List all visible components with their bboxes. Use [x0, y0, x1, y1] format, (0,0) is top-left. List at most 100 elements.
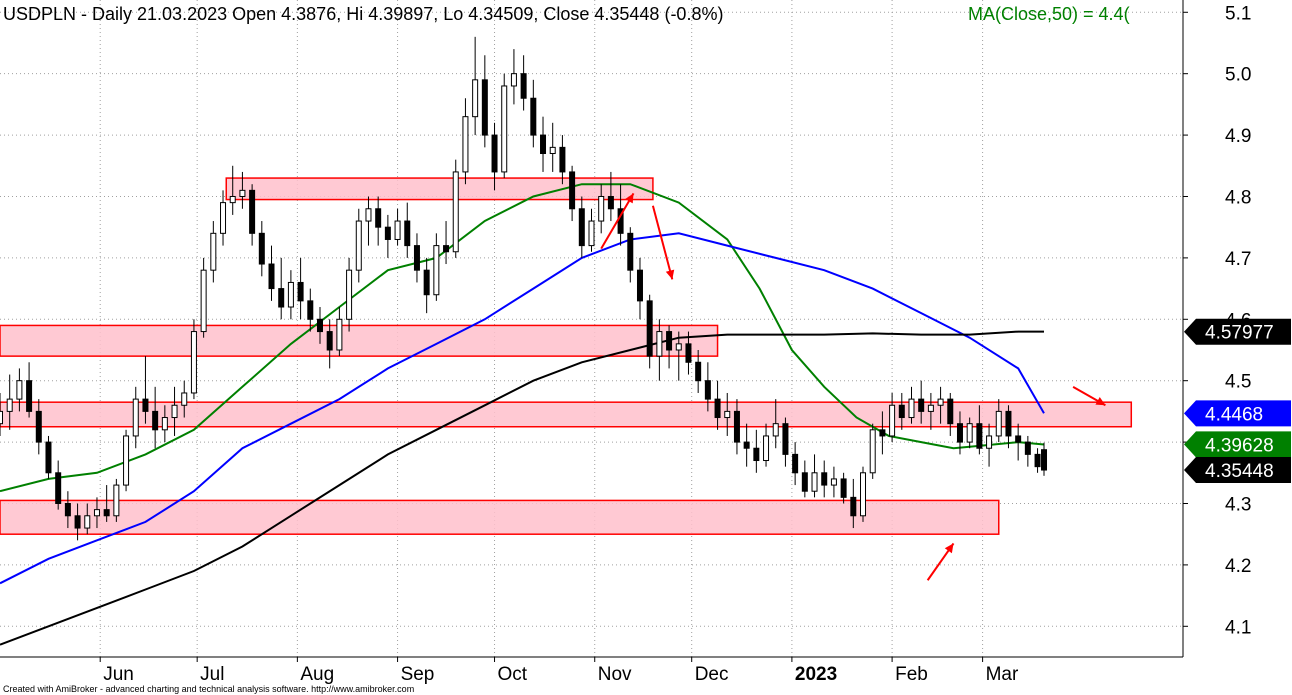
- candle-body: [801, 472, 808, 492]
- candle-body: [947, 398, 954, 425]
- candle-body: [578, 208, 585, 247]
- candle-body: [753, 447, 760, 462]
- arrow-shaft: [651, 205, 674, 280]
- arrow-head: [625, 193, 634, 204]
- sma200-value-label-bg: [1184, 318, 1291, 345]
- candle-body: [724, 410, 731, 419]
- candle-body: [1041, 449, 1048, 471]
- candle-body: [152, 410, 159, 431]
- x-tick-label: 2023: [795, 664, 837, 685]
- candle-body: [481, 79, 488, 136]
- price-labels: 4.57977 4.4468 4.39628 4.35448: [1184, 318, 1291, 484]
- x-tick-label: Aug: [300, 664, 334, 685]
- y-tick-label: 5.1: [1225, 3, 1251, 24]
- candle-body: [190, 331, 197, 394]
- candle-body: [685, 343, 692, 363]
- candle-body: [210, 232, 217, 271]
- candle-body: [850, 496, 857, 517]
- ma-legend: MA(Close,50) = 4.4(: [968, 4, 1130, 24]
- candle-body: [937, 398, 944, 406]
- candles-layer: [0, 36, 1048, 541]
- sma200-value-label: 4.57977: [1205, 323, 1274, 344]
- candle-body: [704, 380, 711, 400]
- candle-body: [811, 472, 818, 492]
- candle-body: [103, 509, 110, 517]
- candle-body: [1015, 435, 1022, 443]
- candle-body: [889, 404, 896, 437]
- candle-body: [821, 472, 828, 486]
- x-tick-label: Sep: [401, 664, 435, 685]
- candle-body: [714, 398, 721, 419]
- x-tick-label: Nov: [598, 664, 632, 685]
- candle-body: [200, 269, 207, 333]
- y-tick-label: 4.2: [1225, 556, 1251, 577]
- candle-body: [74, 515, 81, 529]
- arrow-head: [665, 269, 675, 280]
- last-close-label-bg: [1184, 457, 1291, 484]
- candle-body: [326, 331, 333, 351]
- sr-zone: [0, 401, 1133, 428]
- candle-body: [161, 417, 168, 431]
- arrow-head: [944, 543, 954, 554]
- candle-body: [462, 116, 469, 173]
- candle-body: [307, 300, 314, 320]
- candle-body: [394, 220, 401, 240]
- sr-zone: [0, 499, 1000, 535]
- candle-body: [220, 202, 227, 234]
- y-tick-label: 4.3: [1225, 494, 1251, 515]
- candle-body: [559, 146, 566, 173]
- candle-body: [966, 423, 973, 443]
- candle-body: [763, 435, 770, 462]
- candle-body: [792, 453, 799, 474]
- x-tick-label: Oct: [498, 664, 528, 685]
- y-tick-label: 4.9: [1225, 126, 1251, 147]
- candle-body: [491, 134, 498, 173]
- candle-body: [666, 331, 673, 351]
- candle-body: [249, 189, 256, 234]
- candle-body: [908, 398, 915, 419]
- candle-body: [433, 245, 440, 296]
- candle-body: [413, 245, 420, 271]
- candle-body: [636, 269, 643, 302]
- arrow-shaft: [600, 192, 635, 250]
- candle-body: [569, 171, 576, 210]
- candle-body: [375, 208, 382, 228]
- candle-body: [588, 220, 595, 247]
- candle-body: [171, 404, 178, 419]
- candle-body: [355, 220, 362, 271]
- candle-body: [132, 398, 139, 437]
- candle-body: [93, 509, 100, 517]
- ma-series-line: [0, 330, 1044, 646]
- candle-body: [384, 226, 391, 240]
- candle-body: [501, 85, 508, 173]
- candle-body: [772, 423, 779, 437]
- series-layer: [0, 183, 1045, 646]
- candle-body: [316, 318, 323, 333]
- candle-body: [35, 410, 42, 443]
- candle-body: [84, 515, 91, 529]
- candle-body: [607, 195, 614, 210]
- candle-body: [840, 478, 847, 498]
- candle-body: [549, 146, 556, 155]
- candle-body: [181, 392, 188, 406]
- candle-body: [627, 232, 634, 271]
- ma-series-line: [0, 232, 1045, 585]
- candle-body: [0, 410, 3, 425]
- sr-zone: [0, 324, 719, 357]
- candle-body: [530, 97, 537, 136]
- candle-body: [695, 361, 702, 382]
- candle-body: [443, 245, 450, 253]
- candle-body: [976, 423, 983, 449]
- x-tick-label: Jun: [103, 664, 134, 685]
- y-tick-label: 4.7: [1225, 249, 1251, 270]
- candle-body: [646, 300, 653, 357]
- y-tick-label: 4.1: [1225, 617, 1251, 638]
- credit-footer: Created with AmiBroker - advanced charti…: [3, 684, 414, 694]
- candle-body: [239, 189, 246, 197]
- candle-body: [520, 73, 527, 99]
- sr-zone: [225, 177, 654, 201]
- candle-body: [986, 435, 993, 449]
- arrow-head: [1095, 397, 1106, 406]
- candle-body: [956, 423, 963, 443]
